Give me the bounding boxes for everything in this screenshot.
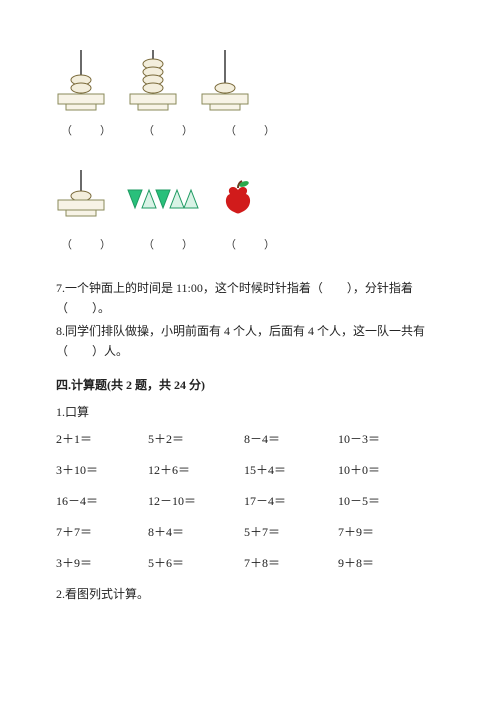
triangle-group — [126, 186, 200, 218]
calc-cell: 7＋8＝ — [244, 554, 338, 571]
blank-1: （ ） — [60, 122, 114, 138]
question-7: 7.一个钟面上的时间是 11:00，这个时候时针指着（ ），分针指着 （ ）。 — [56, 278, 444, 319]
calc-cell: 5＋7＝ — [244, 523, 338, 540]
calc-cell: 17－4＝ — [244, 492, 338, 509]
abacus-1 — [54, 46, 108, 112]
object-row-2 — [54, 168, 444, 218]
calc-cell: 5＋2＝ — [148, 430, 244, 447]
calc-cell: 12＋6＝ — [148, 461, 244, 478]
calc-cell: 9＋8＝ — [338, 554, 418, 571]
calc-row-5: 3＋9＝ 5＋6＝ 7＋8＝ 9＋8＝ — [56, 554, 444, 571]
blank-5: （ ） — [142, 236, 196, 252]
abacus-4 — [54, 168, 108, 218]
calc-cell: 5＋6＝ — [148, 554, 244, 571]
row1-blanks: （ ） （ ） （ ） — [60, 122, 444, 138]
calc-cell: 8－4＝ — [244, 430, 338, 447]
calc-cell: 15＋4＝ — [244, 461, 338, 478]
abacus-3 — [198, 46, 252, 112]
row2-blanks: （ ） （ ） （ ） — [60, 236, 444, 252]
q8-line2: （ ）人。 — [56, 344, 128, 358]
calc-cell: 7＋9＝ — [338, 523, 418, 540]
blank-6: （ ） — [224, 236, 278, 252]
apple-icon — [218, 178, 258, 218]
sub-question-2: 2.看图列式计算。 — [56, 585, 444, 602]
blank-4: （ ） — [60, 236, 114, 252]
calc-grid: 2＋1＝ 5＋2＝ 8－4＝ 10－3＝ 3＋10＝ 12＋6＝ 15＋4＝ 1… — [56, 430, 444, 571]
sub-question-1: 1.口算 — [56, 403, 444, 420]
calc-cell: 8＋4＝ — [148, 523, 244, 540]
calc-cell: 10＋0＝ — [338, 461, 418, 478]
calc-cell: 10－5＝ — [338, 492, 418, 509]
calc-cell: 16－4＝ — [56, 492, 148, 509]
q7-line2: （ ）。 — [56, 301, 110, 315]
calc-row-4: 7＋7＝ 8＋4＝ 5＋7＝ 7＋9＝ — [56, 523, 444, 540]
calc-cell: 3＋10＝ — [56, 461, 148, 478]
calc-row-1: 2＋1＝ 5＋2＝ 8－4＝ 10－3＝ — [56, 430, 444, 447]
blank-2: （ ） — [142, 122, 196, 138]
q8-line1: 8.同学们排队做操，小明前面有 4 个人，后面有 4 个人，这一队一共有 — [56, 324, 425, 338]
calc-cell: 12－10＝ — [148, 492, 244, 509]
abacus-2 — [126, 46, 180, 112]
calc-row-2: 3＋10＝ 12＋6＝ 15＋4＝ 10＋0＝ — [56, 461, 444, 478]
blank-3: （ ） — [224, 122, 278, 138]
section-4-title: 四.计算题(共 2 题，共 24 分) — [56, 376, 444, 393]
calc-cell: 3＋9＝ — [56, 554, 148, 571]
calc-cell: 7＋7＝ — [56, 523, 148, 540]
calc-cell: 2＋1＝ — [56, 430, 148, 447]
question-8: 8.同学们排队做操，小明前面有 4 个人，后面有 4 个人，这一队一共有 （ ）… — [56, 321, 444, 362]
abacus-row-1 — [54, 46, 444, 112]
calc-row-3: 16－4＝ 12－10＝ 17－4＝ 10－5＝ — [56, 492, 444, 509]
q7-line1: 7.一个钟面上的时间是 11:00，这个时候时针指着（ ），分针指着 — [56, 281, 413, 295]
calc-cell: 10－3＝ — [338, 430, 418, 447]
